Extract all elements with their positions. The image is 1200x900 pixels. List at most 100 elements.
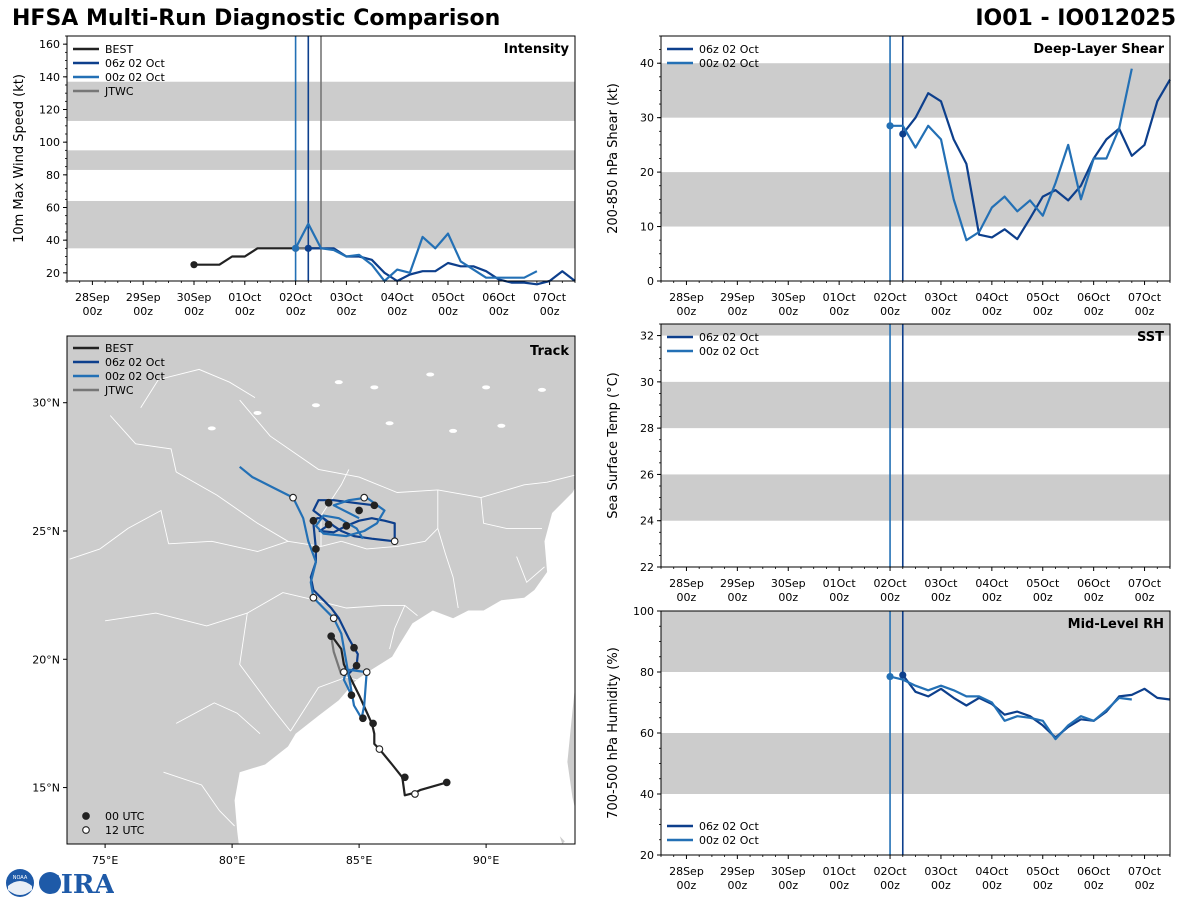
intensity-x-tick-label: 05Oct (431, 291, 465, 304)
intensity-y-tick-label: 120 (39, 104, 60, 117)
intensity-x-tick-label: 02Oct (279, 291, 313, 304)
track-position-marker (390, 537, 399, 546)
shear-x-tick-label: 29Sep (720, 291, 755, 304)
shear-panel: 01020304028Sep00z29Sep00z30Sep00z01Oct00… (606, 35, 1171, 318)
intensity-legend-label: BEST (105, 43, 133, 56)
intensity-y-tick-label: 80 (46, 169, 60, 182)
track-position-marker (442, 778, 451, 787)
cira-globe-icon (39, 872, 61, 894)
sst-x-tick-label: 03Oct (924, 577, 958, 590)
track-position-marker (309, 593, 318, 602)
shear-plot-area (661, 36, 1170, 281)
intensity-x-tick-label: 07Oct (533, 291, 567, 304)
intensity-y-tick-label: 60 (46, 202, 60, 215)
intensity-y-axis-label: 10m Max Wind Speed (kt) (12, 74, 27, 243)
sst-legend-label: 06z 02 Oct (699, 331, 759, 344)
track-panel-title: Track (530, 344, 569, 359)
track-position-marker (309, 516, 318, 525)
intensity-x-tick-label: 03Oct (330, 291, 364, 304)
sst-x-tick-label: 07Oct (1128, 577, 1162, 590)
cira-logo: NOAA CIRA (6, 869, 114, 900)
track-y-tick-label: 20°N (32, 653, 60, 666)
shear-x-tick-sublabel: 00z (982, 305, 1002, 318)
sst-x-tick-sublabel: 00z (1084, 591, 1104, 604)
state-border (480, 497, 542, 529)
rh-x-tick-sublabel: 00z (727, 879, 747, 892)
sst-x-tick-sublabel: 00z (1033, 591, 1053, 604)
intensity-x-tick-sublabel: 00z (184, 305, 204, 318)
intensity-x-tick-label: 04Oct (381, 291, 415, 304)
shear-x-tick-sublabel: 00z (677, 305, 697, 318)
rh-plot-area (661, 611, 1170, 855)
shear-legend-label: 06z 02 Oct (699, 43, 759, 56)
shear-x-tick-sublabel: 00z (931, 305, 951, 318)
intensity-x-tick-sublabel: 00z (438, 305, 458, 318)
state-border (437, 489, 459, 609)
track-x-tick-label: 90°E (473, 854, 499, 867)
state-border (168, 540, 342, 552)
lake (537, 387, 546, 392)
intensity-y-tick-label: 140 (39, 71, 60, 84)
intensity-y-tick-label: 40 (46, 234, 60, 247)
lake (370, 385, 379, 390)
sst-x-tick-label: 04Oct (975, 577, 1009, 590)
shear-x-tick-sublabel: 00z (1033, 305, 1053, 318)
track-position-marker (289, 493, 297, 502)
state-border (290, 676, 357, 732)
shear-x-tick-sublabel: 00z (727, 305, 747, 318)
state-border (437, 474, 575, 499)
sst-y-axis-label: Sea Surface Temp (°C) (606, 372, 621, 519)
shear-series-start-marker (899, 130, 907, 138)
track-y-tick-label: 15°N (32, 782, 60, 795)
intensity-x-tick-sublabel: 00z (235, 305, 255, 318)
state-border (389, 605, 406, 650)
intensity-x-tick-sublabel: 00z (337, 305, 357, 318)
track-position-marker (362, 668, 371, 676)
sst-x-tick-sublabel: 00z (829, 591, 849, 604)
intensity-x-tick-label: 06Oct (482, 291, 516, 304)
intensity-y-tick-label: 160 (39, 38, 60, 51)
rh-x-tick-label: 06Oct (1077, 865, 1111, 878)
shear-x-tick-label: 04Oct (975, 291, 1009, 304)
track-marker-legend-label: 12 UTC (105, 824, 145, 837)
sst-x-tick-sublabel: 00z (677, 591, 697, 604)
state-border (341, 528, 439, 550)
rh-y-tick-label: 40 (640, 788, 654, 801)
sst-category-band (661, 381, 1170, 429)
intensity-x-tick-sublabel: 00z (540, 305, 560, 318)
rh-x-tick-label: 30Sep (771, 865, 806, 878)
lake (253, 410, 262, 415)
shear-x-tick-label: 02Oct (874, 291, 908, 304)
rh-x-tick-sublabel: 00z (1135, 879, 1155, 892)
rh-category-band (661, 733, 1170, 794)
intensity-x-tick-label: 29Sep (126, 291, 161, 304)
intensity-legend-label: 06z 02 Oct (105, 57, 165, 70)
lake (482, 385, 491, 390)
sst-y-tick-label: 32 (640, 330, 654, 343)
lake (497, 423, 506, 428)
intensity-category-band (67, 200, 575, 249)
intensity-x-tick-sublabel: 00z (83, 305, 103, 318)
sst-panel-title: SST (1137, 330, 1164, 345)
state-border (175, 702, 261, 735)
shear-x-tick-label: 06Oct (1077, 291, 1111, 304)
sst-x-tick-label: 06Oct (1077, 577, 1111, 590)
shear-x-tick-sublabel: 00z (829, 305, 849, 318)
track-y-tick-label: 25°N (32, 525, 60, 538)
shear-series-06z-02-oct (901, 79, 1171, 241)
intensity-series-06z-02-oct (308, 247, 576, 286)
rh-category-band (661, 611, 1170, 672)
rh-x-tick-sublabel: 00z (829, 879, 849, 892)
state-border (516, 556, 545, 584)
track-line-06z-02-oct (309, 499, 396, 676)
rh-x-tick-label: 05Oct (1026, 865, 1060, 878)
track-x-tick-label: 80°E (219, 854, 245, 867)
shear-x-tick-label: 28Sep (669, 291, 704, 304)
intensity-x-tick-sublabel: 00z (387, 305, 407, 318)
state-border (239, 613, 291, 732)
track-legend-label: 00z 02 Oct (105, 370, 165, 383)
lake (207, 426, 216, 431)
lake (385, 421, 394, 426)
track-marker-legend-symbol (82, 826, 90, 834)
